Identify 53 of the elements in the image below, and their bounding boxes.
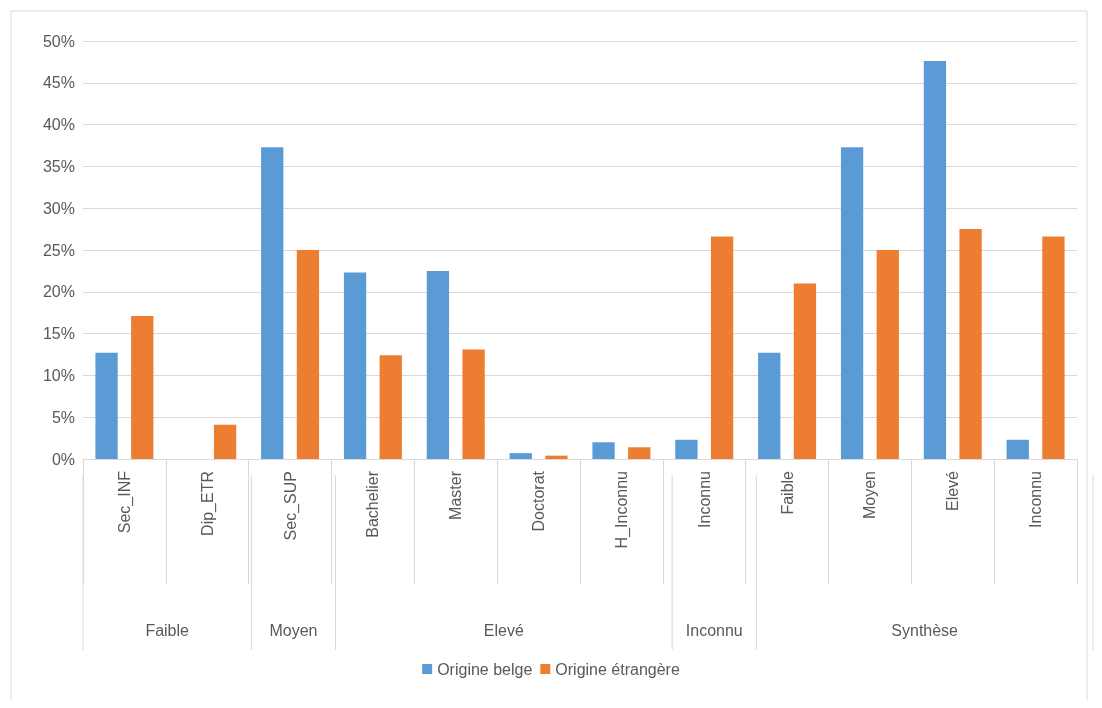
bar xyxy=(675,439,698,459)
bar xyxy=(592,442,615,459)
bar xyxy=(426,270,450,459)
x-tick-label: Inconnu xyxy=(1027,471,1045,528)
bar xyxy=(379,355,402,459)
text: Moyen xyxy=(269,621,318,639)
bar xyxy=(1006,439,1029,459)
x-tick-label: Elevé xyxy=(944,470,962,512)
text: Faible xyxy=(145,621,190,639)
bar xyxy=(95,352,118,459)
bar xyxy=(710,236,734,459)
y-tick-label: 35% xyxy=(42,157,75,175)
x-tick-label: H_Inconnu xyxy=(612,471,631,549)
text: Elevé xyxy=(483,621,524,639)
bar xyxy=(213,424,237,459)
y-tick-label: 30% xyxy=(42,199,75,217)
y-tick-label: 15% xyxy=(42,325,75,343)
bar xyxy=(131,316,154,459)
y-tick-label: 5% xyxy=(51,408,75,426)
x-tick-label: Master xyxy=(447,470,465,520)
x-tick-label: Inconnu xyxy=(695,471,713,528)
y-tick-label: 10% xyxy=(42,366,75,384)
bar xyxy=(296,250,320,459)
x-tick-label: Bachelier xyxy=(364,470,382,538)
bar xyxy=(876,250,899,459)
x-tick-label: Moyen xyxy=(861,471,879,520)
bar xyxy=(628,447,651,459)
y-tick-label: 45% xyxy=(42,74,75,92)
bar xyxy=(959,229,982,459)
bar xyxy=(758,352,781,459)
text: Inconnu xyxy=(685,621,743,639)
bar xyxy=(509,453,532,459)
bar xyxy=(840,147,864,459)
bar xyxy=(793,283,817,459)
bar xyxy=(545,455,568,459)
text: Synthèse xyxy=(891,621,959,639)
bar xyxy=(462,349,485,459)
x-tick-label: Faible xyxy=(778,470,796,515)
bar xyxy=(261,147,284,459)
legend-label: Origine belge xyxy=(437,660,533,678)
bar xyxy=(1042,236,1065,459)
x-tick-label: Sec_SUP xyxy=(281,471,300,541)
bar xyxy=(343,272,367,459)
y-tick-label: 0% xyxy=(51,450,75,468)
legend-label: Origine étrangère xyxy=(555,660,680,678)
y-tick-label: 40% xyxy=(42,116,75,134)
y-tick-label: 50% xyxy=(42,32,75,50)
x-tick-label: Sec_INF xyxy=(115,470,134,534)
y-tick-label: 25% xyxy=(42,241,75,259)
bar xyxy=(923,61,947,459)
x-tick-label: Dip_ETR xyxy=(198,471,217,536)
x-tick-label: Doctorat xyxy=(530,470,548,532)
y-tick-label: 20% xyxy=(42,283,75,301)
